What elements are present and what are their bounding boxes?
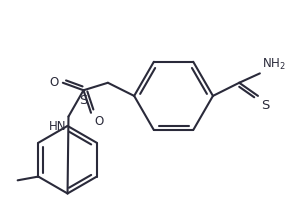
- Text: O: O: [50, 76, 59, 89]
- Text: S: S: [261, 99, 269, 112]
- Text: S: S: [79, 94, 88, 107]
- Text: O: O: [95, 115, 104, 128]
- Text: NH$_2$: NH$_2$: [262, 57, 285, 72]
- Text: HN: HN: [49, 120, 67, 133]
